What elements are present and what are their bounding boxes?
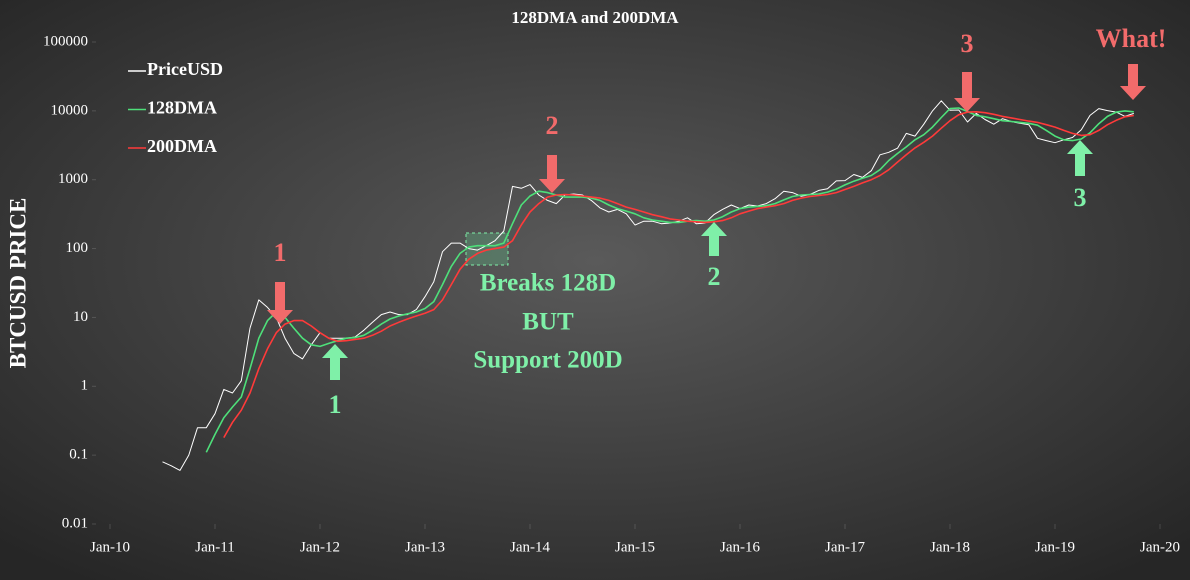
x-tick-label: Jan-19: [1035, 539, 1075, 555]
y-tick-label: 10000: [51, 102, 89, 118]
series-line: [205, 107, 1134, 453]
legend-label: 128DMA: [147, 98, 217, 118]
plot-area: 0.01 0.1 1 10 100 1000 10000 100000 Jan-10 Jan-11…: [43, 33, 1180, 555]
arrow: [267, 282, 293, 324]
annotation: What!: [1096, 24, 1167, 53]
x-tick-label: Jan-18: [930, 539, 970, 555]
x-tick-label: Jan-20: [1140, 539, 1180, 555]
x-tick-label: Jan-16: [720, 539, 760, 555]
annotation: 2: [546, 111, 559, 140]
x-tick-label: Jan-13: [405, 539, 445, 555]
annotation: Support 200D: [473, 347, 622, 374]
y-tick-label: 100000: [43, 33, 88, 49]
arrow: [322, 344, 348, 380]
annotation: Breaks 128D: [480, 270, 616, 297]
annotation: 3: [1074, 183, 1087, 212]
arrow: [954, 72, 980, 112]
y-tick-label: 1: [81, 378, 89, 394]
x-tick-label: Jan-12: [300, 539, 340, 555]
x-tick-label: Jan-11: [195, 539, 234, 555]
arrow: [701, 222, 727, 256]
arrow: [1067, 140, 1093, 176]
x-tick-label: Jan-10: [90, 539, 130, 555]
annotation: 3: [961, 29, 974, 58]
y-tick-label: 0.1: [69, 447, 88, 463]
annotation: 2: [708, 262, 721, 291]
legend-label: 200DMA: [147, 136, 217, 156]
annotation: BUT: [522, 309, 574, 336]
series-line: [223, 111, 1134, 438]
x-tick-label: Jan-17: [825, 539, 865, 555]
x-tick-label: Jan-15: [615, 539, 655, 555]
legend-label: PriceUSD: [147, 59, 223, 79]
annotation: 1: [329, 390, 342, 419]
chart-title: 128DMA and 200DMA: [511, 8, 679, 27]
y-tick-label: 1000: [58, 171, 88, 187]
y-tick-label: 0.01: [62, 515, 88, 531]
y-tick-label: 100: [66, 240, 89, 256]
annotation: 1: [274, 238, 287, 267]
y-tick-label: 10: [73, 309, 88, 325]
x-tick-label: Jan-14: [510, 539, 550, 555]
arrow: [539, 155, 565, 193]
arrow: [1120, 64, 1146, 100]
arrows: [267, 64, 1146, 380]
y-axis-label: BTCUSD PRICE: [5, 198, 30, 369]
